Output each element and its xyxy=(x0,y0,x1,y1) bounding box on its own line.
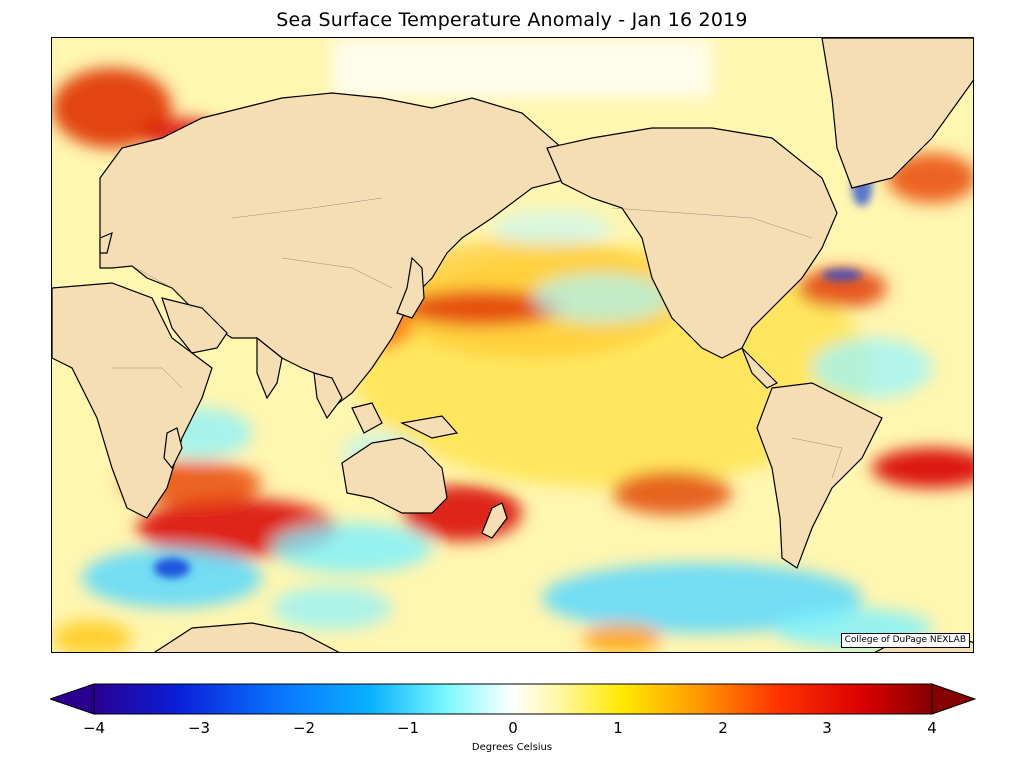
antarctica xyxy=(153,622,340,652)
india xyxy=(256,336,283,400)
new-zealand xyxy=(481,502,508,539)
tick-label: 1 xyxy=(613,719,623,737)
tick-label: −3 xyxy=(187,719,211,737)
greenland xyxy=(821,38,973,189)
north-america xyxy=(546,127,838,359)
tick-label: 3 xyxy=(822,719,832,737)
political-borders xyxy=(112,197,843,479)
colorbar-gradient xyxy=(93,683,933,715)
tick-label: 2 xyxy=(718,719,728,737)
australia xyxy=(341,437,448,514)
tick-label: −4 xyxy=(82,719,106,737)
map-title: Sea Surface Temperature Anomaly - Jan 16… xyxy=(276,9,748,31)
japan xyxy=(396,256,425,319)
arabia xyxy=(161,297,228,354)
tick-label: −2 xyxy=(292,719,316,737)
colorbar-extend-low xyxy=(50,683,95,715)
map-canvas xyxy=(52,38,973,652)
iberia-tip xyxy=(99,231,113,254)
madagascar xyxy=(163,427,183,470)
credit-label: College of DuPage NEXLAB xyxy=(840,633,970,648)
south-america xyxy=(756,382,883,569)
sst-anomaly-map: College of DuPage NEXLAB xyxy=(51,37,974,653)
tick-label: −1 xyxy=(396,719,420,737)
tick-label: 0 xyxy=(508,719,518,737)
central-america xyxy=(741,347,779,389)
se-asia xyxy=(313,372,343,420)
new-guinea xyxy=(400,415,459,439)
tick-label: 4 xyxy=(927,719,937,737)
borneo xyxy=(351,402,383,434)
colorbar-units-label: Degrees Celsius xyxy=(471,742,553,753)
colorbar xyxy=(50,683,976,715)
land-masses xyxy=(52,38,973,652)
colorbar-extend-high xyxy=(931,683,976,715)
